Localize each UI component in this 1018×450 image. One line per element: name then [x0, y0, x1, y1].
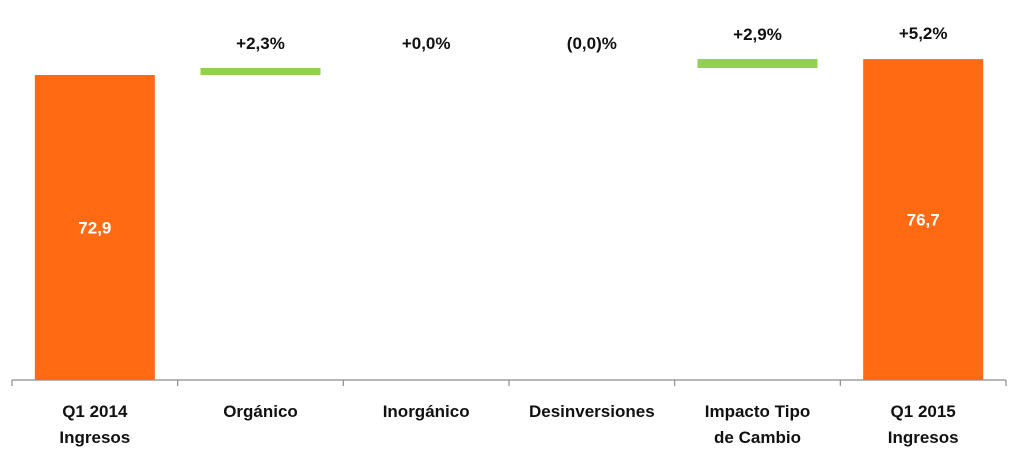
data-label-2: +0,0% — [402, 34, 451, 53]
bar-delta-4 — [697, 58, 818, 68]
bar-total-5 — [863, 59, 984, 381]
x-tick-label-4-0: Impacto Tipo — [705, 402, 810, 421]
x-tick-label-2-0: Inorgánico — [383, 402, 470, 421]
bar-delta-1 — [200, 67, 321, 75]
x-tick-label-0-0: Q1 2014 — [62, 402, 128, 421]
bar-total-0 — [34, 75, 155, 380]
data-label-3: (0,0)% — [567, 34, 617, 53]
x-tick-label-3-0: Desinversiones — [529, 402, 655, 421]
bar-value-label-0: 72,9 — [78, 219, 111, 238]
data-label-5: +5,2% — [899, 24, 948, 43]
x-tick-label-4-1: de Cambio — [714, 428, 801, 447]
x-tick-label-1-0: Orgánico — [223, 402, 298, 421]
x-tick-label-5-0: Q1 2015 — [891, 402, 956, 421]
bar-value-label-5: 76,7 — [907, 211, 940, 230]
data-label-4: +2,9% — [733, 25, 782, 44]
data-label-1: +2,3% — [236, 34, 285, 53]
x-tick-label-0-1: Ingresos — [59, 428, 130, 447]
x-tick-label-5-1: Ingresos — [888, 428, 959, 447]
